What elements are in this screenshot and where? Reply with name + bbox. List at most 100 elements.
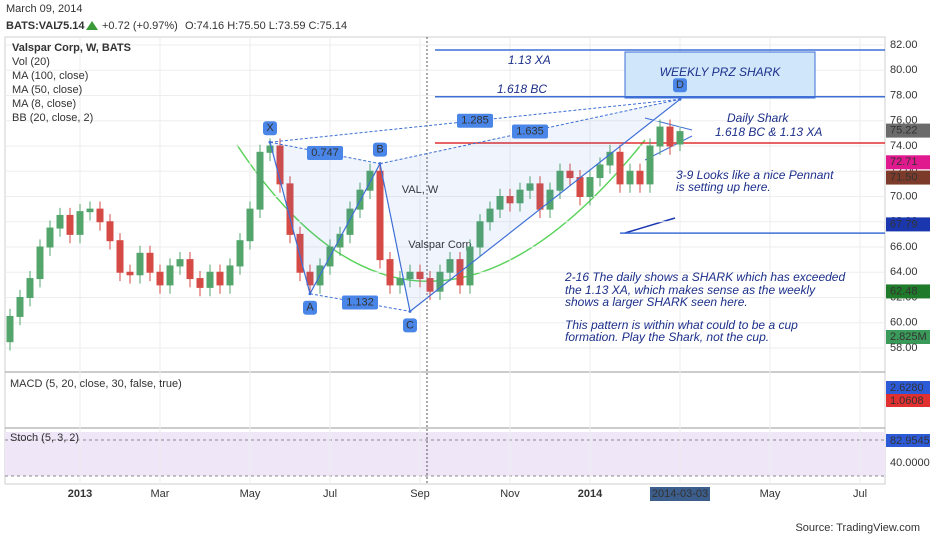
candle-body	[636, 170, 644, 185]
pattern-point	[408, 309, 412, 313]
candle-body	[216, 271, 224, 286]
candle-body	[656, 126, 664, 147]
candle-body	[576, 177, 584, 197]
price-tag-bg	[886, 155, 930, 170]
price-tag-bg	[886, 123, 930, 138]
x-tick-label: May	[240, 488, 261, 500]
candle-body	[666, 126, 674, 147]
candle-body	[496, 196, 504, 210]
watermark-symbol: VAL, W	[402, 184, 439, 196]
date: March 09, 2014	[6, 3, 82, 15]
price-tag: 75.22	[890, 125, 918, 137]
point-label-bg	[303, 300, 317, 315]
last-price: 75.14	[57, 20, 85, 32]
x-tick-label: Jul	[853, 488, 867, 500]
candle-body	[106, 221, 114, 242]
x-tick-label: Nov	[500, 488, 520, 500]
ratio-bg	[342, 295, 378, 310]
point-label-bg	[403, 318, 417, 333]
x-tick-label: May	[760, 488, 781, 500]
pattern-leg	[379, 163, 411, 312]
ratio-label: 1.635	[516, 125, 544, 137]
annotation: Daily Shark	[727, 111, 789, 125]
macd-tag-bg	[886, 394, 930, 407]
price-tag: 67.79	[890, 218, 918, 230]
y-tick-label: 80.00	[890, 64, 918, 76]
ratio-label: 1.132	[346, 296, 374, 308]
volume-tag: 2.825M	[890, 331, 927, 343]
annotation: is setting up here.	[676, 180, 771, 194]
candle-body	[296, 233, 304, 273]
pattern-point	[268, 140, 272, 144]
candle-body	[396, 278, 404, 286]
volume-tag-bg	[886, 330, 930, 344]
macd-tag: 1.0608	[890, 395, 924, 407]
prz-text: WEEKLY PRZ SHARK	[660, 65, 782, 79]
candle-body	[186, 259, 194, 280]
candle-body	[626, 170, 634, 185]
symbol: BATS:VAL	[6, 20, 60, 32]
annotation: This pattern is within what could to be …	[565, 318, 798, 332]
point-label-bg	[673, 78, 687, 93]
candle-body	[46, 227, 54, 248]
candle-body	[236, 240, 244, 267]
annotation: the 1.13 XA, which makes sense as the we…	[565, 283, 816, 297]
y-tick-label: 74.00	[890, 140, 918, 152]
level-text: 1.618 BC	[497, 82, 547, 96]
watermark-name: Valspar Corp	[408, 239, 471, 251]
trend-line	[624, 217, 676, 234]
candle-body	[66, 214, 74, 235]
legend-item: MA (50, close)	[12, 84, 82, 96]
candle-body	[166, 265, 174, 286]
x-tick-label: Sep	[410, 488, 430, 500]
pattern-fill	[380, 99, 680, 312]
annotation: 2-16 The daily shows a SHARK which has e…	[564, 270, 845, 284]
y-tick-label: 82.00	[890, 39, 918, 51]
candle-body	[146, 252, 154, 273]
prz-box	[624, 51, 816, 99]
legend-item: BB (20, close, 2)	[12, 112, 93, 124]
point-label: A	[306, 302, 314, 314]
ohlc: O:74.16 H:75.50 L:73.59 C:75.14	[185, 20, 347, 32]
pattern-leg	[269, 142, 311, 294]
point-label-bg	[373, 142, 387, 157]
candle-body	[436, 271, 444, 292]
candle-body	[156, 271, 164, 286]
macd-tag: 2.6280	[890, 382, 924, 394]
candle-body	[116, 240, 124, 273]
candle-body	[336, 233, 344, 248]
macd-tag-bg	[886, 381, 930, 394]
pattern-point	[378, 162, 382, 166]
candle-body	[586, 177, 594, 197]
annotation: shows a larger SHARK seen here.	[565, 295, 748, 309]
candle-body	[346, 208, 354, 235]
candle-body	[26, 278, 34, 298]
pattern-leg	[409, 98, 681, 312]
ratio-label: 1.285	[461, 115, 489, 127]
candle-body	[56, 214, 64, 229]
pattern-point	[678, 97, 682, 101]
point-label: D	[676, 79, 684, 91]
candle-body	[376, 170, 384, 261]
candle-body	[306, 271, 314, 286]
ratio-bg	[457, 113, 493, 128]
stoch-title: Stoch (5, 3, 2)	[10, 432, 79, 444]
candle-body	[176, 259, 184, 267]
stoch-tag-bg	[886, 434, 930, 447]
candle-body	[596, 164, 604, 179]
legend-item: Vol (20)	[12, 56, 50, 68]
candle-body	[276, 145, 284, 185]
price-tag: 71.50	[890, 171, 918, 183]
source: Source: TradingView.com	[795, 522, 920, 534]
candle-body	[676, 131, 684, 145]
level-text: 1.13 XA	[508, 53, 551, 67]
pattern-leg	[309, 163, 381, 294]
price-tag: 62.48	[890, 285, 918, 297]
annotation: 1.618 BC & 1.13 XA	[715, 125, 822, 139]
candle-body	[426, 278, 434, 292]
macd-title: MACD (5, 20, close, 30, false, true)	[10, 378, 182, 390]
candle-body	[16, 297, 24, 317]
candle-body	[366, 170, 374, 191]
annotation: 3-9 Looks like a nice Pennant	[676, 168, 834, 182]
legend-item: MA (8, close)	[12, 98, 76, 110]
